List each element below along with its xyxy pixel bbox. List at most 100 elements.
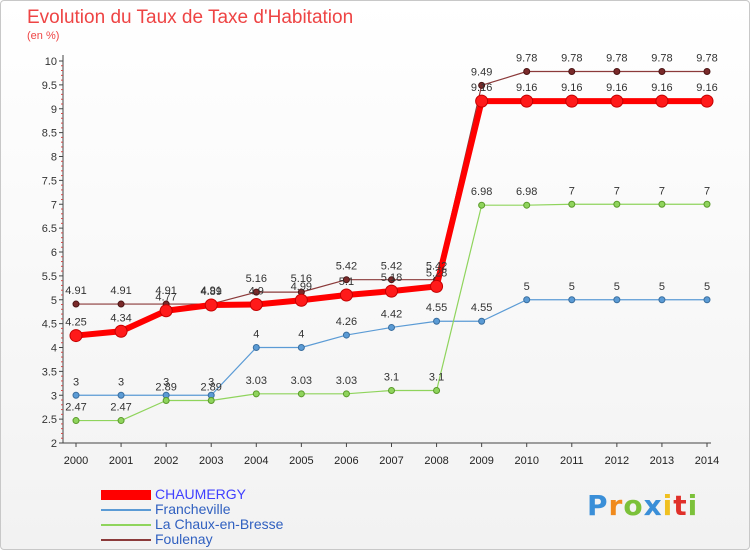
data-label-0: 4.77 (155, 292, 176, 304)
data-point-1 (72, 391, 80, 399)
data-label-1: 4.42 (381, 308, 402, 320)
data-point-1 (523, 296, 531, 304)
data-label-1: 5 (524, 281, 530, 293)
logo-letter: i (687, 489, 699, 522)
y-tick-label: 9 (51, 104, 57, 116)
data-label-0: 9.16 (606, 82, 627, 94)
data-point-2 (433, 386, 441, 394)
data-point-0 (114, 324, 128, 338)
data-label-0: 5.1 (339, 276, 354, 288)
data-point-0 (159, 304, 173, 318)
data-label-3: 9.78 (606, 53, 627, 65)
x-tick-label: 2008 (424, 455, 448, 467)
legend-swatch-la-chaux-en-bresse (101, 523, 151, 526)
data-point-2 (207, 397, 215, 405)
series-0 (69, 94, 714, 343)
data-label-3: 4.91 (110, 285, 131, 297)
x-tick-label: 2014 (695, 455, 719, 467)
series-1 (72, 296, 711, 399)
y-tick-label: 8.5 (42, 128, 57, 140)
data-point-3 (117, 300, 125, 308)
data-point-3 (252, 288, 260, 296)
data-label-2: 2.89 (155, 382, 176, 394)
data-point-2 (703, 200, 711, 208)
data-label-0: 4.34 (110, 312, 131, 324)
y-tick-label: 3.5 (42, 366, 57, 378)
logo-letter: t (673, 489, 688, 522)
data-label-0: 4.99 (291, 281, 312, 293)
data-point-0 (520, 94, 534, 108)
data-label-3: 5.42 (381, 261, 402, 273)
data-label-2: 6.98 (471, 186, 492, 198)
data-label-3: 9.78 (651, 53, 672, 65)
data-point-1 (658, 296, 666, 304)
legend-label-la-chaux-en-bresse: La Chaux-en-Bresse (155, 516, 284, 532)
data-point-1 (252, 344, 260, 351)
logo-letter: r (608, 489, 624, 522)
data-point-2 (523, 201, 531, 209)
y-tick-label: 5 (51, 295, 57, 307)
x-tick-label: 2004 (244, 455, 268, 467)
data-label-2: 2.47 (65, 402, 86, 414)
data-point-1 (342, 331, 350, 339)
data-label-3: 4.91 (155, 285, 176, 297)
data-point-0 (204, 298, 218, 312)
logo-letter: x (643, 489, 663, 522)
data-point-0 (339, 288, 353, 302)
data-label-0: 4.9 (249, 286, 264, 298)
y-tick-label: 5.5 (42, 271, 57, 283)
data-label-0: 9.16 (651, 82, 672, 94)
data-point-0 (655, 94, 669, 108)
data-label-1: 5 (614, 281, 620, 293)
legend-item-chaumergy: CHAUMERGY (101, 487, 283, 502)
data-point-2 (658, 200, 666, 208)
series-2 (72, 200, 711, 425)
data-point-3 (658, 68, 666, 76)
x-tick-label: 2006 (334, 455, 358, 467)
x-tick-label: 2001 (109, 455, 133, 467)
data-point-0 (385, 284, 398, 298)
data-point-3 (523, 68, 531, 76)
data-label-0: 9.16 (696, 82, 717, 94)
data-label-0: 9.16 (471, 82, 492, 94)
data-label-1: 4.26 (336, 316, 357, 328)
data-point-2 (613, 200, 621, 208)
legend-item-foulenay: Foulenay (101, 532, 283, 547)
data-label-1: 4 (298, 329, 304, 341)
data-label-2: 7 (704, 185, 710, 197)
legend-item-francheville: Francheville (101, 502, 283, 517)
y-tick-label: 3 (51, 390, 57, 402)
data-label-1: 4 (253, 329, 259, 341)
data-label-1: 3 (163, 376, 169, 388)
data-label-1: 5 (704, 281, 710, 293)
y-tick-label: 7.5 (42, 175, 57, 187)
data-point-0 (610, 94, 624, 108)
data-point-0 (430, 279, 444, 293)
proxiti-logo: Proxiti (587, 489, 698, 522)
y-tick-label: 9.5 (42, 80, 57, 92)
y-tick-label: 4 (51, 343, 57, 355)
legend-label-chaumergy: CHAUMERGY (155, 486, 247, 502)
data-point-2 (117, 417, 125, 425)
data-label-2: 3.03 (246, 375, 267, 387)
data-point-3 (388, 276, 395, 284)
data-label-3: 5.16 (246, 273, 267, 285)
x-tick-label: 2003 (199, 455, 223, 467)
data-label-2: 7 (569, 185, 575, 197)
data-label-2: 7 (659, 185, 665, 197)
data-label-2: 3.1 (384, 371, 399, 383)
data-point-2 (162, 397, 170, 405)
data-point-0 (565, 94, 579, 108)
data-point-2 (478, 201, 486, 209)
x-tick-label: 2000 (64, 455, 88, 467)
x-tick-label: 2002 (154, 455, 178, 467)
data-point-1 (613, 296, 621, 304)
data-label-3: 5.42 (336, 261, 357, 273)
y-tick-label: 4.5 (42, 319, 57, 331)
y-tick-label: 10 (45, 56, 57, 68)
logo-letter: o (623, 489, 644, 522)
y-tick-label: 8 (51, 152, 57, 164)
data-label-3: 4.91 (201, 285, 222, 297)
